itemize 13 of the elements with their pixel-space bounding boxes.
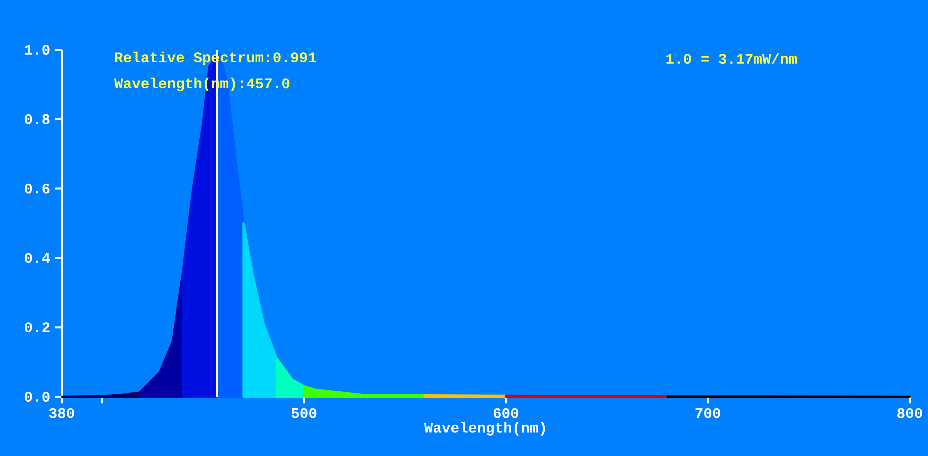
y-tick-label: 0.6 bbox=[25, 184, 50, 194]
annotation: 1.0 = 3.17mW/nm bbox=[666, 53, 798, 64]
x-tick-label: 380 bbox=[49, 408, 74, 418]
y-tick-label: 1.0 bbox=[25, 45, 50, 55]
y-tick-label: 0.0 bbox=[25, 392, 50, 402]
x-tick-label: 600 bbox=[494, 408, 519, 418]
y-tick-label: 0.2 bbox=[25, 322, 50, 333]
x-tick-label: 700 bbox=[696, 408, 720, 418]
y-tick-label: 0.4 bbox=[25, 253, 50, 264]
y-tick-label: 0.8 bbox=[25, 114, 50, 124]
x-tick-label: 800 bbox=[898, 408, 922, 418]
x-axis-title: Wavelength(nm) bbox=[424, 422, 546, 436]
x-tick-label: 500 bbox=[292, 408, 317, 418]
